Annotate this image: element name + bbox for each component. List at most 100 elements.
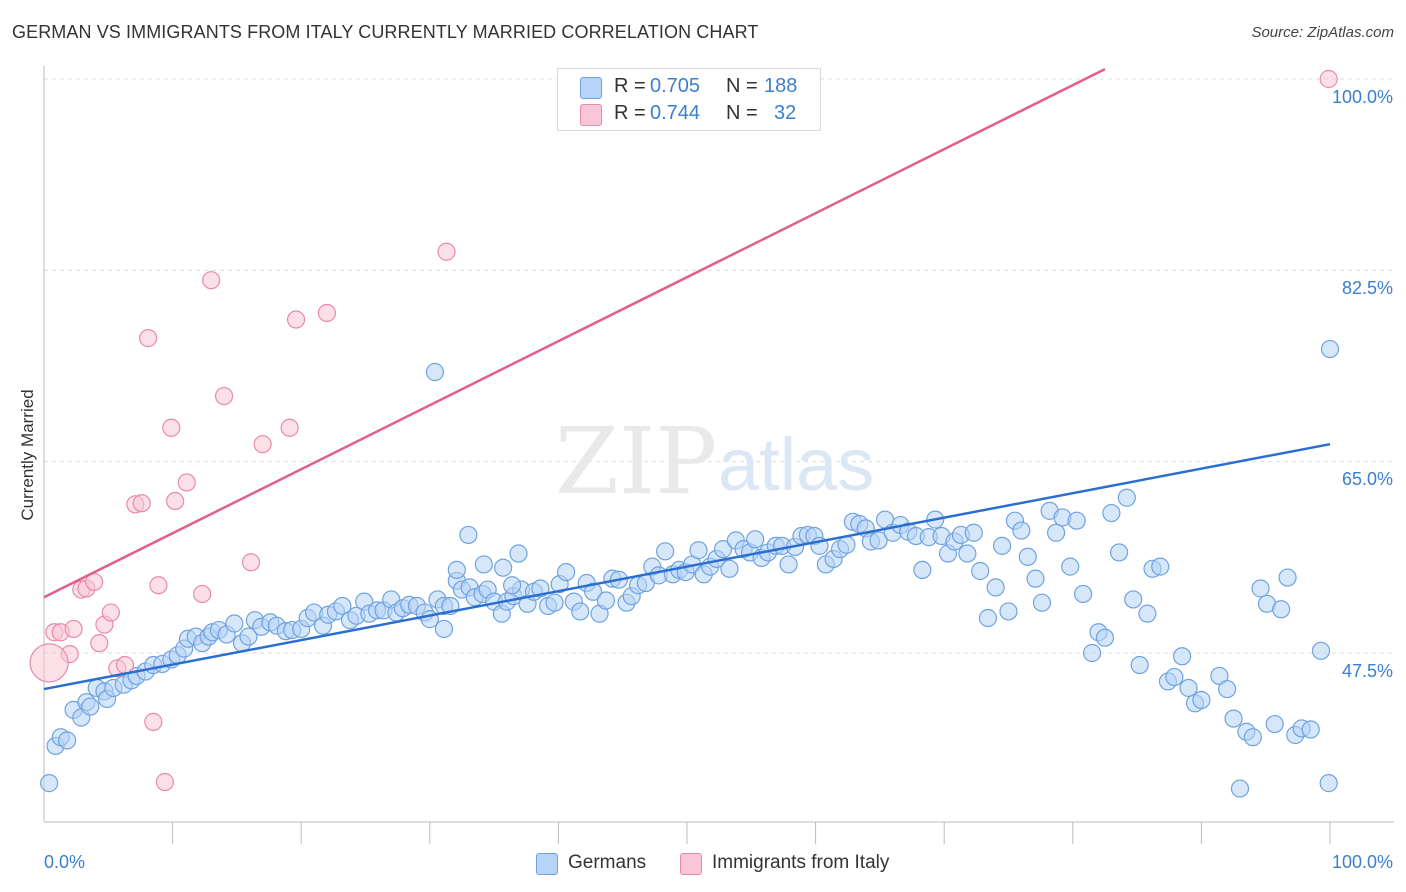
germans-point: [837, 535, 856, 554]
y-tick-82-5: 82.5%: [1341, 278, 1393, 298]
germans-point: [459, 525, 478, 545]
germans-point: [1301, 720, 1320, 739]
germans-point: [425, 362, 445, 382]
chart-title: GERMAN VS IMMIGRANTS FROM ITALY CURRENTL…: [12, 22, 759, 42]
italy-point: [101, 603, 120, 622]
italy-n-label: N =: [726, 102, 758, 124]
italy-point: [90, 634, 109, 653]
germans-point: [656, 542, 675, 561]
germans-point: [1130, 655, 1149, 675]
germans-n-value: 188: [764, 75, 798, 97]
germans-point: [1067, 511, 1086, 530]
legend-germans-label: Germans: [568, 852, 647, 873]
germans-point: [1026, 569, 1045, 588]
germans-n-label: N =: [726, 75, 758, 97]
germans-point: [1102, 503, 1121, 523]
y-tick-100: 100.0%: [1331, 87, 1393, 107]
germans-point: [1012, 521, 1031, 540]
germans-point: [503, 576, 522, 595]
germans-point: [333, 596, 352, 616]
germans-point: [1109, 543, 1129, 562]
germans-point: [571, 602, 590, 621]
watermark: ZIP atlas: [555, 408, 874, 515]
germans-point: [1032, 593, 1052, 612]
italy-point: [149, 576, 168, 595]
italy-point: [139, 329, 158, 348]
y-tick-47-5: 47.5%: [1341, 661, 1393, 681]
italy-point: [1319, 69, 1338, 89]
watermark-atlas: atlas: [718, 423, 874, 506]
germans-point: [40, 774, 59, 793]
germans-point: [447, 560, 466, 580]
germans-point: [1265, 714, 1284, 734]
germans-point: [509, 544, 528, 563]
italy-point: [317, 303, 337, 323]
germans-point: [58, 731, 77, 750]
germans-point: [971, 561, 990, 581]
germans-point: [557, 562, 576, 582]
germans-point: [1117, 488, 1136, 507]
germans-swatch: [580, 77, 602, 99]
italy-point: [144, 712, 163, 731]
italy-point: [166, 491, 185, 511]
germans-point: [474, 555, 493, 574]
italy-point: [286, 310, 306, 329]
germans-point: [494, 558, 513, 577]
germans-point: [1138, 604, 1157, 623]
germans-point: [713, 540, 733, 559]
italy-point: [162, 418, 181, 437]
series-legend: Germans Immigrants from Italy: [0, 851, 1406, 879]
watermark-zip: ZIP: [555, 408, 717, 515]
italy-point: [115, 655, 135, 675]
germans-point: [978, 608, 998, 628]
axes: [43, 66, 1394, 844]
legend-italy-swatch: [680, 853, 702, 875]
germans-point: [689, 541, 708, 560]
italy-point: [437, 242, 456, 261]
trend-lines: [43, 68, 1331, 691]
germans-point: [1319, 774, 1338, 793]
italy-trend-line: [43, 68, 1106, 599]
germans-point: [720, 559, 739, 578]
germans-point: [1272, 600, 1291, 619]
germans-point: [1251, 579, 1270, 598]
italy-point: [132, 494, 151, 513]
italy-swatch: [580, 104, 602, 126]
germans-point: [1073, 584, 1093, 604]
y-tick-65: 65.0%: [1341, 469, 1393, 489]
germans-point: [1278, 568, 1297, 587]
germans-point: [746, 530, 765, 549]
germans-point: [1061, 557, 1080, 576]
germans-point: [964, 523, 983, 542]
italy-point: [253, 435, 272, 454]
germans-point: [1320, 339, 1340, 359]
italy-r-value: 0.744: [650, 102, 701, 124]
correlation-legend: R = 0.705 N = 188 R = 0.744 N = 32: [557, 68, 821, 131]
italy-point: [155, 772, 174, 792]
italy-point: [29, 643, 69, 683]
italy-point: [202, 271, 221, 290]
italy-n-value: 32: [774, 102, 797, 124]
germans-point: [81, 697, 100, 716]
germans-point: [779, 555, 798, 574]
italy-point: [177, 473, 196, 492]
germans-point: [869, 531, 888, 550]
italy-points: [29, 69, 1338, 792]
legend-row-germans: R = 0.705 N = 188: [580, 75, 810, 99]
germans-point: [596, 591, 616, 610]
italy-point: [193, 584, 212, 604]
x-tick-right: 100.0%: [1331, 852, 1393, 872]
germans-point: [1124, 590, 1143, 609]
germans-point: [545, 593, 564, 612]
germans-point: [1018, 547, 1037, 566]
germans-point: [1243, 728, 1262, 747]
italy-point: [214, 386, 234, 406]
germans-point: [239, 627, 258, 646]
germans-point: [1173, 647, 1192, 666]
germans-point: [1179, 678, 1198, 698]
germans-point: [986, 578, 1005, 597]
legend-row-italy: R = 0.744 N = 32: [580, 102, 810, 126]
germans-point: [1230, 779, 1250, 798]
germans-point: [1095, 628, 1115, 647]
